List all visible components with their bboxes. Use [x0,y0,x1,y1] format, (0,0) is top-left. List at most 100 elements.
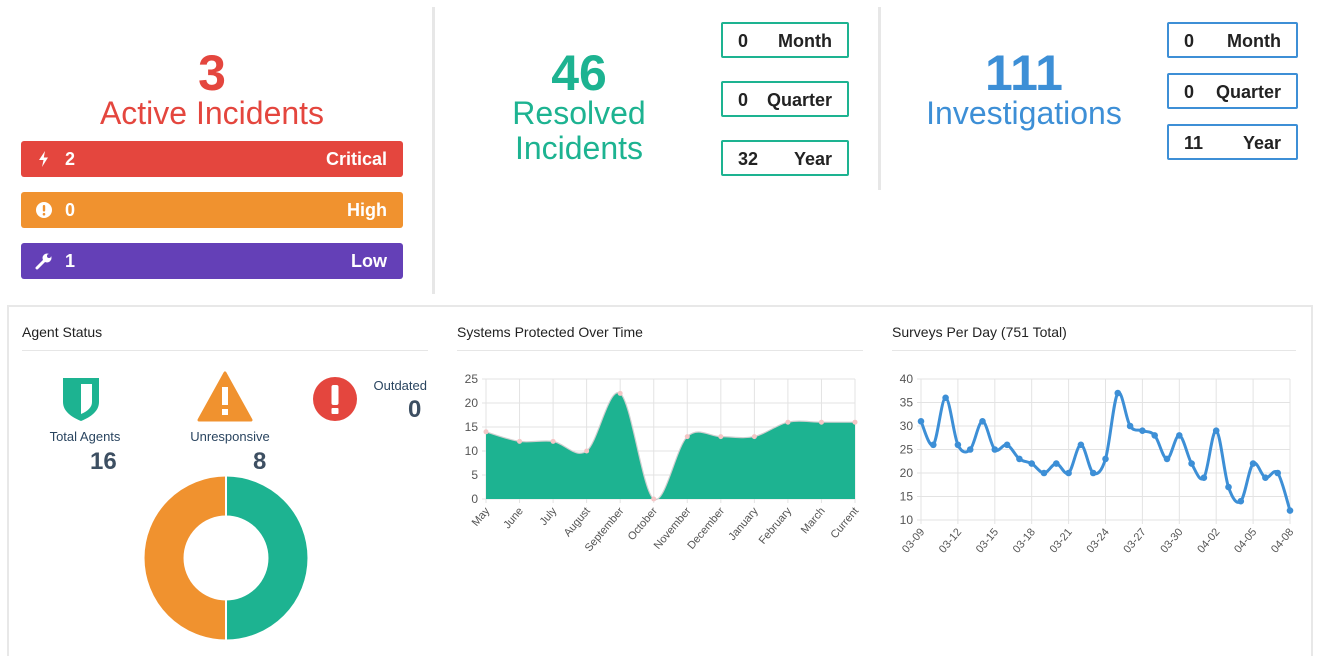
x-tick-label: Current [829,505,862,541]
x-tick-label: January [726,505,761,543]
agent-status-donut [144,476,308,640]
data-point[interactable] [517,438,523,444]
data-point[interactable] [917,418,925,425]
exclamation-circle-icon [36,202,52,218]
shield-icon [63,378,99,421]
data-point[interactable] [1053,460,1060,467]
x-tick-label: June [501,505,526,531]
data-point[interactable] [1286,507,1294,514]
data-point[interactable] [1225,483,1232,491]
donut-slice[interactable] [144,476,227,640]
resolved-quarter-label: Quarter [766,90,832,110]
data-point[interactable] [1139,427,1146,434]
investigations-month-label: Month [1227,31,1281,51]
data-point[interactable] [1188,460,1195,467]
agent-status-rule [22,350,428,351]
data-point[interactable] [617,390,623,396]
outdated-label: Outdated [373,378,428,393]
active-incidents-count: 3 [198,45,226,101]
x-tick-label: 03-12 [937,526,964,555]
y-tick-label: 10 [900,513,914,527]
investigations-month-box[interactable]: 0 Month [1167,22,1298,58]
area-fill [486,392,855,500]
data-point[interactable] [718,434,724,440]
warning-icon [197,371,253,422]
y-tick-label: 5 [471,468,478,482]
data-point[interactable] [1237,497,1245,505]
data-point[interactable] [930,441,937,449]
data-point[interactable] [1176,432,1183,439]
y-tick-label: 15 [900,490,914,504]
low-count: 1 [65,251,76,271]
data-point[interactable] [991,446,999,453]
x-tick-label: 04-05 [1232,526,1259,555]
critical-bar[interactable]: 2 Critical [21,141,403,177]
data-point[interactable] [979,418,986,425]
data-point[interactable] [1274,469,1281,477]
resolved-year-label: Year [793,149,832,169]
data-point[interactable] [483,429,489,435]
resolved-incidents-count: 46 [551,45,607,101]
exclamation-circle-icon [313,377,357,421]
resolved-month-box[interactable]: 0 Month [721,22,849,58]
data-point[interactable] [966,446,974,453]
y-tick-label: 0 [471,492,478,506]
x-tick-label: February [757,505,795,547]
data-point[interactable] [1077,441,1085,449]
data-point[interactable] [1114,389,1122,397]
investigations-year-box[interactable]: 11 Year [1167,124,1298,160]
y-tick-label: 35 [900,396,914,410]
resolved-quarter-box[interactable]: 0 Quarter [721,81,849,117]
data-point[interactable] [1200,474,1208,481]
x-tick-label: 04-02 [1195,526,1222,555]
resolved-year-box[interactable]: 32 Year [721,140,849,176]
y-tick-label: 20 [465,396,479,410]
data-point[interactable] [651,496,657,502]
donut-slice[interactable] [225,476,308,640]
x-tick-label: October [626,505,661,543]
x-tick-label: 03-18 [1011,526,1038,555]
low-bar[interactable]: 1 Low [21,243,403,279]
data-point[interactable] [954,441,962,449]
data-point[interactable] [684,434,690,440]
data-point[interactable] [1016,455,1023,463]
data-point[interactable] [751,434,757,440]
data-point[interactable] [1249,460,1257,467]
data-point[interactable] [1089,469,1097,477]
x-tick-label: 03-30 [1158,526,1185,555]
outdated-value: 0 [408,396,422,423]
data-point[interactable] [1262,474,1269,481]
data-point[interactable] [1102,455,1109,463]
resolved-incidents-label-line2: Incidents [514,130,644,166]
y-tick-label: 10 [465,444,479,458]
data-point[interactable] [550,438,556,444]
high-bar[interactable]: 0 High [21,192,403,228]
low-label: Low [351,251,387,271]
data-point[interactable] [1151,432,1158,439]
data-point[interactable] [785,419,791,425]
data-point[interactable] [1065,469,1072,477]
data-point[interactable] [818,419,824,425]
investigations-quarter-box[interactable]: 0 Quarter [1167,73,1298,109]
data-point[interactable] [1028,460,1035,467]
data-point[interactable] [1163,455,1171,463]
data-point[interactable] [1003,441,1011,449]
unresponsive-label: Unresponsive [190,429,270,444]
data-point[interactable] [942,394,949,402]
investigations-count: 111 [985,45,1063,101]
divider-1 [432,7,435,294]
high-count: 0 [65,200,76,220]
data-point[interactable] [1126,422,1134,430]
resolved-year-value: 32 [738,149,759,169]
y-tick-label: 25 [900,443,914,457]
total-agents-label: Total Agents [49,429,121,444]
bolt-icon [39,151,48,167]
data-point[interactable] [1040,469,1048,477]
x-tick-label: July [538,505,560,528]
x-tick-label: August [562,505,593,539]
data-point[interactable] [584,448,590,454]
data-point[interactable] [852,419,858,425]
x-tick-label: 03-27 [1121,526,1148,555]
data-point[interactable] [1212,427,1220,434]
systems-chart-title: Systems Protected Over Time [457,324,643,340]
